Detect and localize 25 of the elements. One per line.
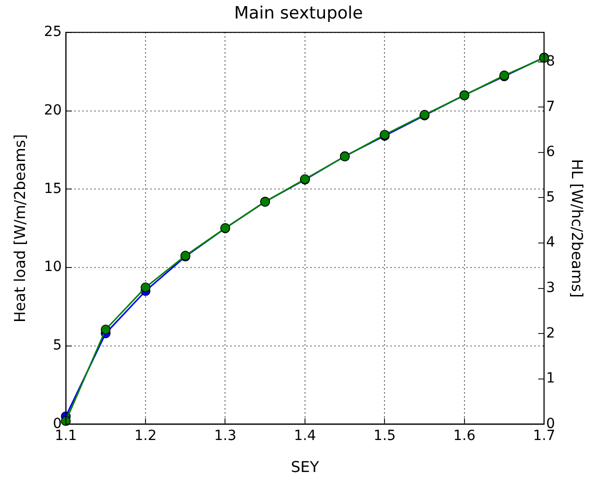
y-axis-title: Heat load [W/m/2beams] xyxy=(10,134,29,322)
x-tick-label: 1.2 xyxy=(134,428,157,444)
point xyxy=(100,324,111,334)
y2-tick-label: 2 xyxy=(546,325,556,342)
y-tick-label: 15 xyxy=(44,180,62,197)
y2-axis-title: HL [W/hc/2beams] xyxy=(568,158,586,298)
chart-title: Main sextupole xyxy=(234,4,363,24)
point xyxy=(140,282,150,292)
x-tick-label: 1.3 xyxy=(214,428,236,444)
x-tick-label: 1.4 xyxy=(294,428,316,444)
x-tick-label: 1.6 xyxy=(453,428,476,444)
y2-tick-label: 4 xyxy=(546,234,556,251)
x-tick-label: 1.1 xyxy=(54,428,77,444)
y-tick-label: 5 xyxy=(52,337,62,354)
y2-tick-label: 3 xyxy=(546,280,556,296)
x-tick-label: 1.5 xyxy=(374,428,396,444)
y2-tick-label: 6 xyxy=(546,144,556,160)
x-axis-title: SEY xyxy=(290,458,320,476)
y2-tick-label: 5 xyxy=(546,189,556,206)
y-tick-label: 10 xyxy=(44,259,62,276)
y-tick-label: 25 xyxy=(44,24,62,40)
y2-tick-label: 7 xyxy=(546,98,556,115)
x-tick-label: 1.7 xyxy=(532,428,556,444)
y-tick-label: 20 xyxy=(44,102,62,118)
y2-tick-label: 1 xyxy=(546,370,556,387)
